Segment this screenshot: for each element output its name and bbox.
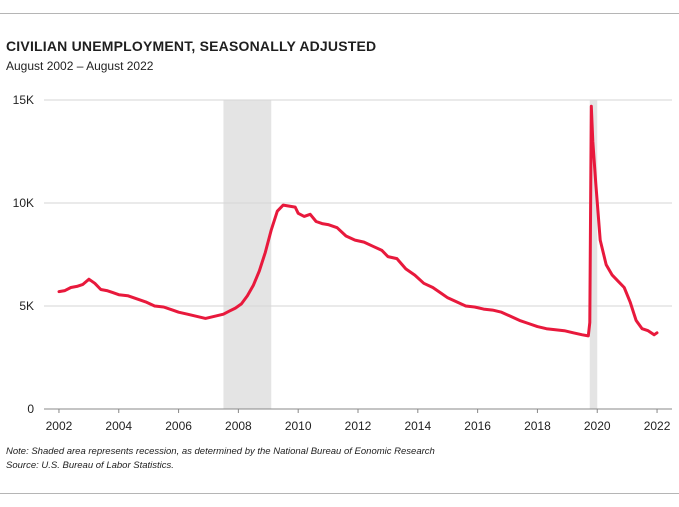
- y-tick-label: 10K: [13, 196, 34, 210]
- x-tick-label: 2018: [524, 419, 551, 433]
- x-tick-label: 2012: [345, 419, 372, 433]
- bottom-rule: [0, 493, 679, 494]
- series-lines: [57, 104, 659, 338]
- x-tick-label: 2020: [584, 419, 611, 433]
- x-tick-label: 2008: [225, 419, 252, 433]
- x-tick-label: 2016: [464, 419, 491, 433]
- source-note: Source: U.S. Bureau of Labor Statistics.: [6, 460, 174, 471]
- x-tick-label: 2010: [285, 419, 312, 433]
- x-tick-label: 2014: [404, 419, 431, 433]
- x-tick-label: 2002: [46, 419, 73, 433]
- x-tick-label: 2006: [165, 419, 192, 433]
- unemployment-series-line: [57, 104, 659, 338]
- y-tick-label: 0: [27, 402, 34, 416]
- chart-subtitle: August 2002 – August 2022: [6, 59, 154, 73]
- chart-notes: Note: Shaded area represents recession, …: [6, 445, 435, 473]
- x-tick-label: 2004: [105, 419, 132, 433]
- recession-note: Note: Shaded area represents recession, …: [6, 446, 435, 457]
- chart-title: CIVILIAN UNEMPLOYMENT, SEASONALLY ADJUST…: [6, 38, 377, 54]
- gridlines: [44, 99, 672, 307]
- y-tick-label: 15K: [13, 93, 34, 107]
- unemployment-chart: 0 5K 10K 15K 2002 2004 2006 2008 2010 2012 2014 201…: [13, 93, 672, 433]
- y-tick-label: 5K: [19, 299, 34, 313]
- axes: 0 5K 10K 15K 2002 2004 2006 2008 2010 2012 2014 201…: [13, 93, 672, 433]
- top-rule: [0, 13, 679, 14]
- recession-bands: [223, 100, 598, 409]
- x-tick-label: 2022: [644, 419, 671, 433]
- recession-band: [589, 100, 598, 409]
